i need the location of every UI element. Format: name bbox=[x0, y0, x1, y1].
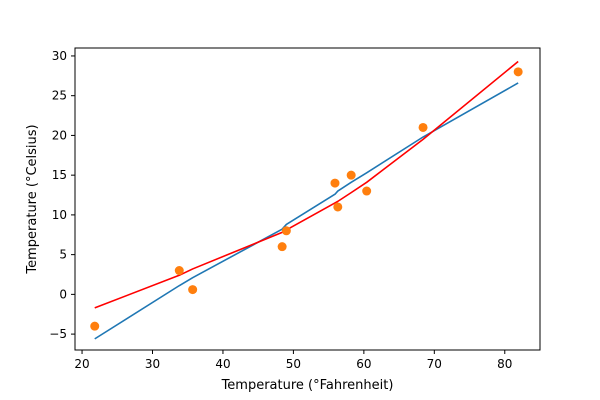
data-point-8 bbox=[362, 186, 372, 196]
plot-frame bbox=[74, 47, 541, 351]
series-0-line bbox=[94, 82, 519, 340]
ticks-layer: 20 30 40 50 60 70 80 −5 0 5 10 15 20 25 30 bbox=[49, 49, 512, 371]
x-tick-label-6: 80 bbox=[497, 357, 512, 371]
x-tick-label-4: 60 bbox=[356, 357, 371, 371]
y-tick-label-7: 30 bbox=[52, 49, 67, 63]
x-tick-label-3: 50 bbox=[286, 357, 301, 371]
y-tick-label-6: 25 bbox=[52, 89, 67, 103]
y-tick-label-4: 15 bbox=[52, 168, 67, 182]
data-point-0 bbox=[90, 321, 100, 331]
x-tick-label-2: 40 bbox=[215, 357, 230, 371]
y-tick-label-3: 10 bbox=[52, 208, 67, 222]
x-tick-label-1: 30 bbox=[145, 357, 160, 371]
series-1-line bbox=[94, 60, 519, 309]
data-point-10 bbox=[513, 67, 523, 77]
x-axis-label: Temperature (°Fahrenheit) bbox=[221, 378, 394, 393]
y-tick-label-1: 0 bbox=[59, 287, 67, 301]
data-point-9 bbox=[418, 122, 428, 132]
data-point-4 bbox=[281, 226, 291, 236]
y-tick-label-5: 20 bbox=[52, 128, 67, 142]
y-axis-label: Temperature (°Celsius) bbox=[25, 124, 40, 274]
marks-layer bbox=[90, 60, 523, 340]
data-point-7 bbox=[346, 170, 356, 180]
data-point-1 bbox=[174, 266, 184, 276]
x-tick-label-5: 70 bbox=[427, 357, 442, 371]
data-point-5 bbox=[330, 178, 340, 188]
data-point-3 bbox=[277, 242, 287, 252]
data-point-6 bbox=[333, 202, 343, 212]
y-tick-label-0: −5 bbox=[49, 327, 67, 341]
x-tick-label-0: 20 bbox=[74, 357, 89, 371]
data-point-2 bbox=[188, 285, 198, 295]
y-tick-label-2: 5 bbox=[59, 248, 67, 262]
